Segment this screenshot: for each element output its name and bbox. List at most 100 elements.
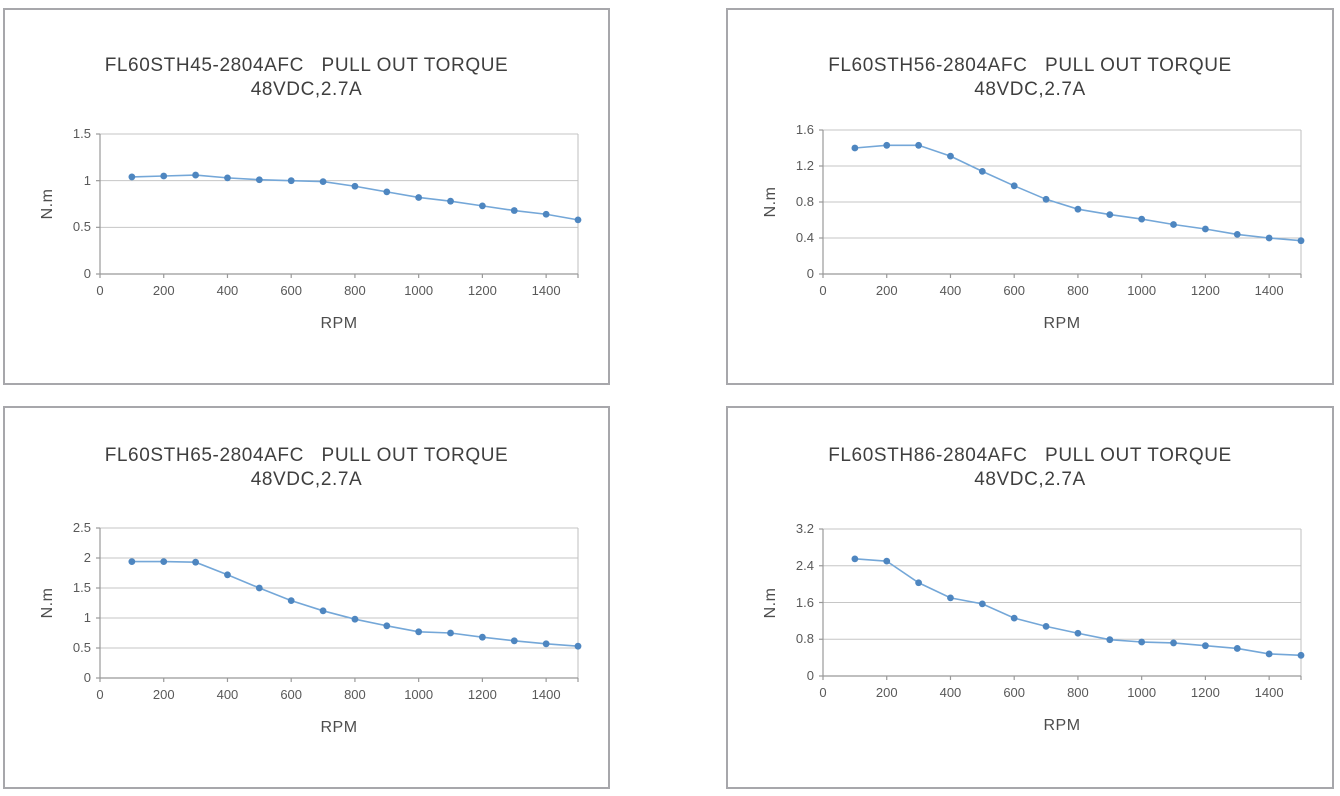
y-tick-label: 2.5: [72, 520, 91, 535]
torque-curve: [854, 144, 1302, 242]
y-tick-label: 1: [83, 610, 91, 625]
y-tick-label: 0.8: [795, 194, 814, 209]
y-tick-label: 1.6: [795, 122, 814, 137]
data-point: [851, 555, 859, 563]
data-point: [1202, 225, 1209, 233]
data-point: [224, 571, 231, 579]
x-axis-title: RPM: [1043, 315, 1081, 332]
data-point: [1170, 221, 1177, 228]
data-point: [883, 141, 891, 149]
x-tick-label: 1000: [1127, 685, 1157, 700]
x-tick-label: 400: [216, 283, 239, 298]
chart-subtitle: 48VDC,2.7A: [974, 469, 1086, 490]
x-tick-label: 800: [344, 687, 366, 702]
chart-title: FL60STH86-2804AFC PULL OUT TORQUE: [828, 445, 1232, 466]
x-tick-label: 600: [1003, 685, 1026, 700]
x-tick-label: 200: [875, 283, 898, 298]
data-point: [542, 210, 550, 218]
plot-area: 0 0.5 1 1.5 2 2.5 0 200 400 600 800 1000 1200 1400 N.m…: [5, 408, 608, 787]
data-point: [160, 558, 168, 565]
data-point: [915, 141, 922, 149]
x-tick-label: 200: [875, 685, 898, 700]
x-tick-label: 1200: [467, 687, 497, 702]
x-tick-label: 600: [280, 687, 303, 702]
data-point: [1042, 622, 1050, 630]
data-point: [915, 579, 922, 587]
data-point: [255, 584, 263, 592]
torque-curve: [854, 558, 1302, 657]
x-tick-label: 1200: [1190, 685, 1220, 700]
y-tick-label: 0: [806, 266, 814, 281]
y-tick-label: 2.4: [795, 557, 814, 573]
data-point: [192, 171, 200, 179]
x-tick-label: 800: [1067, 685, 1089, 700]
data-point: [1297, 651, 1305, 659]
data-point: [883, 557, 891, 565]
data-point: [1106, 636, 1114, 644]
x-tick-label: 0: [819, 685, 827, 700]
chart-panel-fl60sth45: FL60STH45-2804AFC PULL OUT TORQUE 48VDC,…: [3, 8, 610, 385]
chart-panel-fl60sth86: FL60STH86-2804AFC PULL OUT TORQUE 48VDC,…: [726, 406, 1334, 789]
y-axis-title: N.m: [39, 188, 56, 220]
y-axis-title: N.m: [762, 186, 779, 218]
x-axis-title: RPM: [1043, 717, 1081, 734]
data-point: [1106, 211, 1114, 219]
data-point: [978, 168, 986, 175]
x-tick-label: 800: [344, 283, 366, 298]
data-point: [1010, 614, 1018, 622]
torque-curve: [131, 174, 579, 221]
chart-canvas: [96, 527, 582, 682]
data-point: [1202, 642, 1209, 650]
data-point: [479, 633, 486, 641]
chart-title: FL60STH65-2804AFC PULL OUT TORQUE: [104, 445, 509, 466]
y-tick-label: 1: [83, 172, 91, 188]
data-point: [510, 207, 518, 214]
data-point: [1297, 237, 1305, 245]
x-tick-label: 1200: [467, 283, 497, 298]
data-point: [1010, 182, 1018, 190]
data-point: [978, 600, 986, 608]
x-axis-title: RPM: [320, 315, 358, 332]
x-tick-label: 600: [1003, 283, 1026, 298]
chart-header: FL60STH86-2804AFC PULL OUT TORQUE 48VDC,…: [728, 444, 1332, 492]
data-point: [351, 615, 359, 623]
chart-header: FL60STH45-2804AFC PULL OUT TORQUE 48VDC,…: [5, 54, 608, 102]
data-point: [479, 202, 486, 210]
y-tick-label: 0.8: [795, 631, 814, 647]
data-point: [224, 174, 231, 182]
data-point: [319, 178, 327, 186]
y-tick-label: 1.6: [795, 594, 814, 610]
y-tick-label: 0: [83, 266, 91, 281]
data-point: [1042, 195, 1050, 203]
data-point: [574, 216, 582, 224]
x-tick-label: 0: [819, 283, 827, 298]
data-point: [947, 152, 954, 160]
y-tick-label: 1.5: [72, 580, 91, 595]
data-point: [160, 172, 168, 180]
data-point: [287, 177, 295, 185]
y-axis-title: N.m: [39, 587, 56, 619]
data-point: [1138, 215, 1146, 223]
x-tick-label: 800: [1067, 283, 1089, 298]
x-tick-label: 0: [96, 283, 104, 298]
x-tick-label: 1400: [531, 687, 561, 702]
data-point: [287, 597, 295, 604]
data-point: [255, 176, 263, 184]
x-tick-label: 1200: [1190, 283, 1220, 298]
data-point: [447, 629, 454, 637]
x-tick-label: 1000: [1127, 283, 1157, 298]
x-tick-label: 1400: [1254, 283, 1284, 298]
chart-title: FL60STH56-2804AFC PULL OUT TORQUE: [828, 55, 1232, 76]
y-tick-label: 3.2: [795, 521, 814, 536]
data-point: [415, 194, 423, 201]
plot-area: 0 0.5 1 1.5 0 200 400 600 800 1000 1200 1400 N.m RPM: [5, 10, 608, 383]
y-tick-label: 1.5: [72, 126, 91, 141]
chart-canvas: [96, 133, 582, 278]
data-point: [351, 182, 359, 190]
data-point: [1074, 629, 1082, 637]
data-point: [1170, 639, 1177, 647]
data-point: [1138, 638, 1146, 646]
data-point: [128, 173, 136, 181]
x-tick-label: 200: [152, 283, 175, 298]
plot-area: 0 0.4 0.8 1.2 1.6 0 200 400 600 800 1000 1200 1400 N.…: [728, 10, 1332, 383]
